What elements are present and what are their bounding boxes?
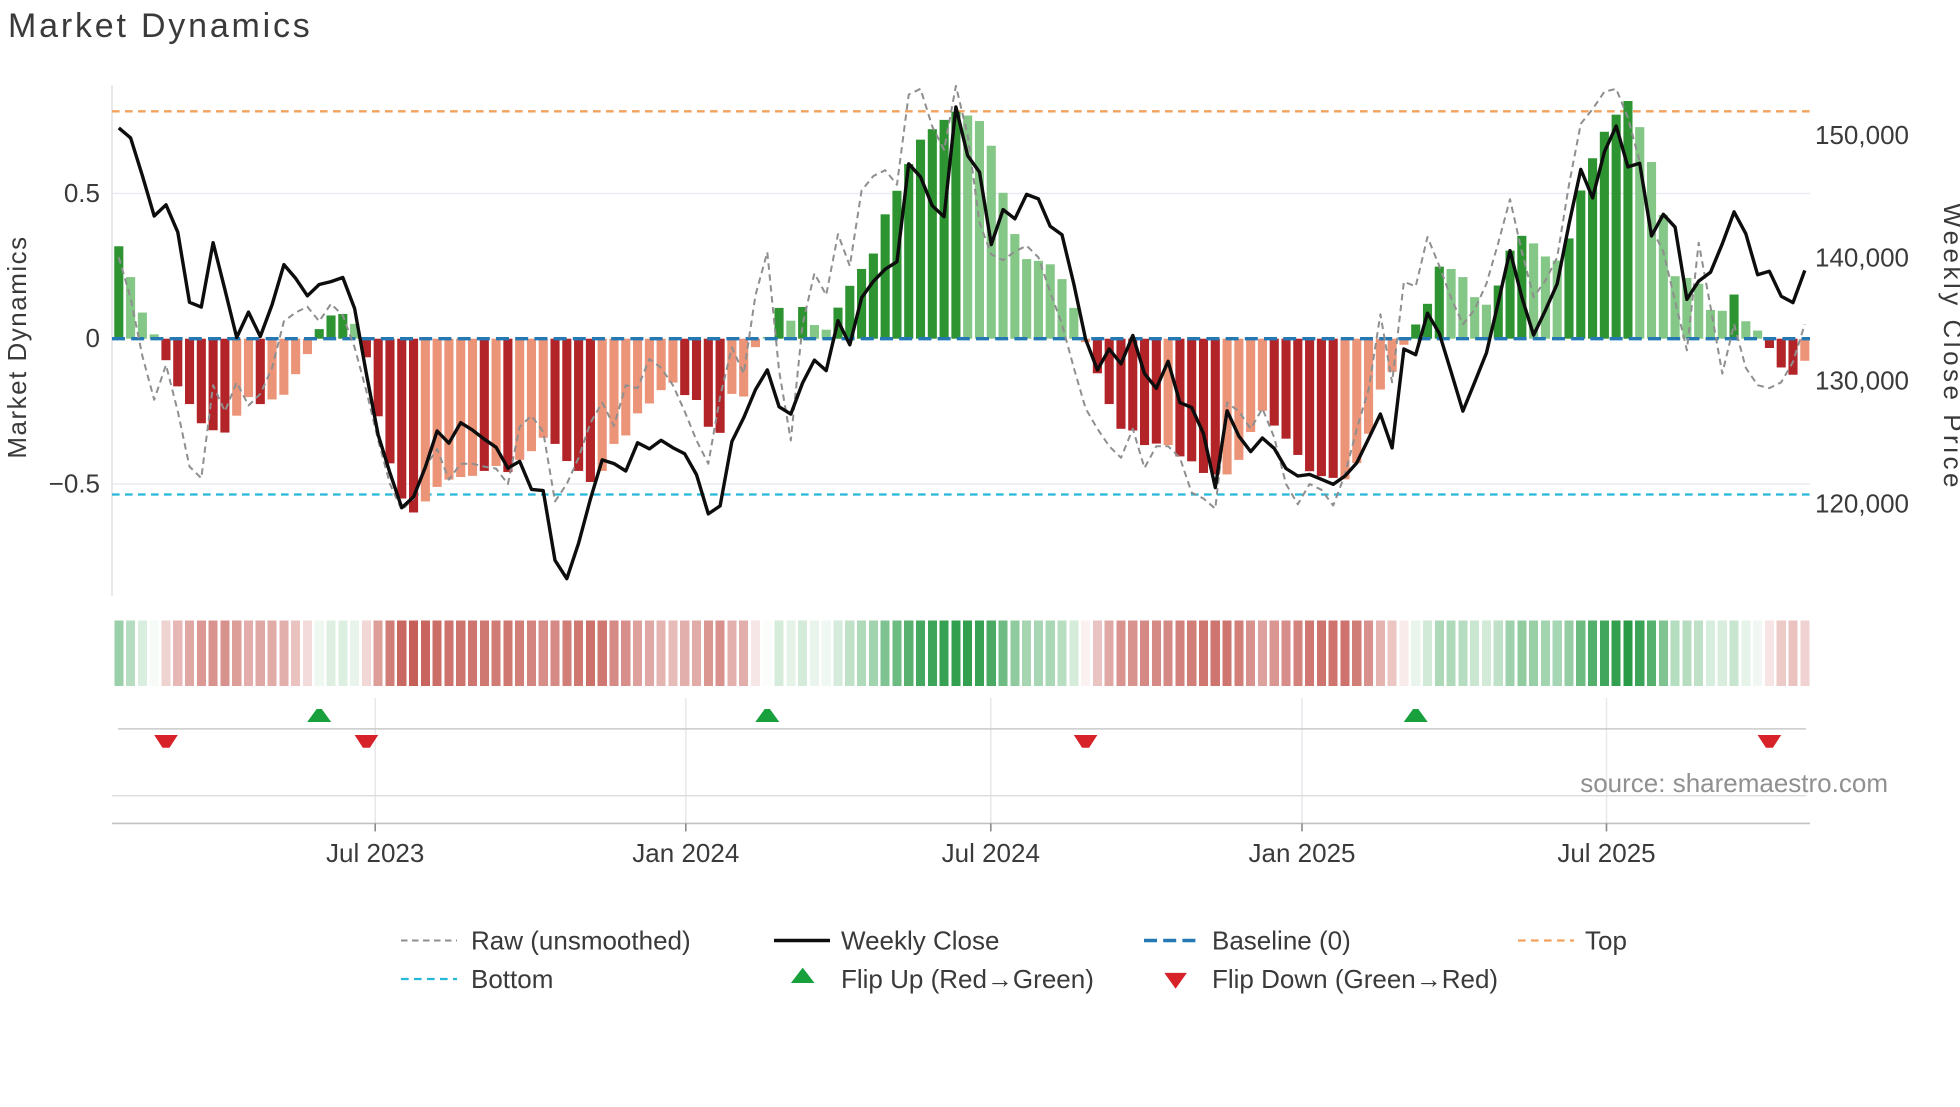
svg-text:−0.5: −0.5 bbox=[49, 469, 100, 499]
svg-text:Jul 2024: Jul 2024 bbox=[942, 838, 1040, 868]
svg-text:0.5: 0.5 bbox=[64, 178, 100, 208]
svg-text:Market Dynamics: Market Dynamics bbox=[8, 7, 313, 45]
svg-text:Baseline (0): Baseline (0) bbox=[1212, 926, 1351, 956]
svg-text:Top: Top bbox=[1585, 926, 1627, 956]
svg-text:Jan 2025: Jan 2025 bbox=[1249, 838, 1356, 868]
svg-text:Weekly Close Price: Weekly Close Price bbox=[1938, 203, 1960, 491]
svg-text:Jan 2024: Jan 2024 bbox=[632, 838, 739, 868]
svg-text:Jul 2023: Jul 2023 bbox=[326, 838, 424, 868]
svg-text:Raw (unsmoothed): Raw (unsmoothed) bbox=[471, 926, 691, 956]
svg-text:Flip Down (Green→Red): Flip Down (Green→Red) bbox=[1212, 964, 1498, 994]
svg-text:source: sharemaestro.com: source: sharemaestro.com bbox=[1580, 768, 1888, 798]
svg-text:120,000: 120,000 bbox=[1815, 488, 1909, 518]
svg-text:Market Dynamics: Market Dynamics bbox=[2, 235, 32, 458]
svg-text:Weekly Close: Weekly Close bbox=[841, 926, 999, 956]
svg-text:Flip Up (Red→Green): Flip Up (Red→Green) bbox=[841, 964, 1094, 994]
svg-text:130,000: 130,000 bbox=[1815, 366, 1909, 396]
svg-text:150,000: 150,000 bbox=[1815, 120, 1909, 150]
svg-text:140,000: 140,000 bbox=[1815, 243, 1909, 273]
svg-text:Bottom: Bottom bbox=[471, 964, 553, 994]
svg-text:Jul 2025: Jul 2025 bbox=[1557, 838, 1655, 868]
svg-text:0: 0 bbox=[86, 323, 100, 353]
